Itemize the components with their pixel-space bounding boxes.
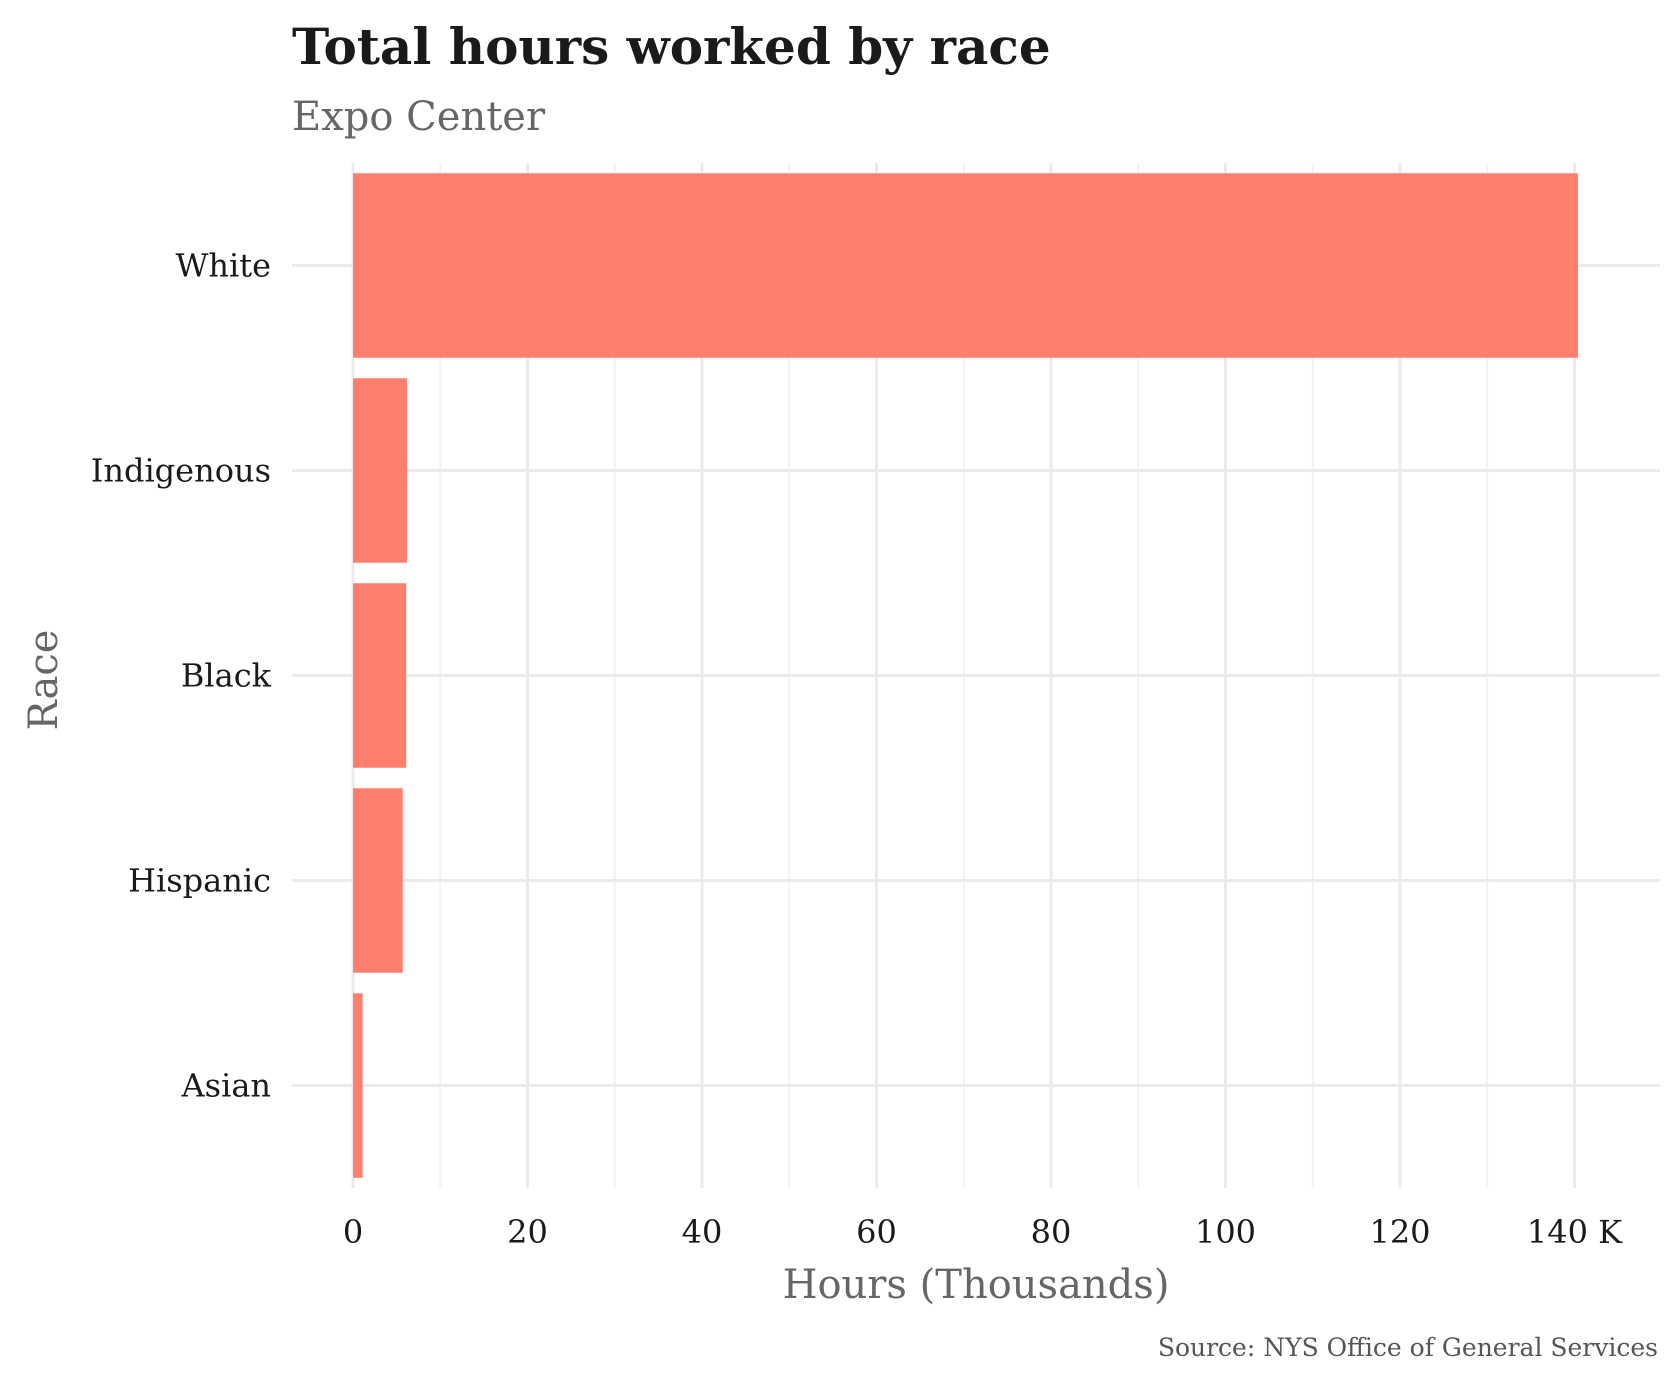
x-axis-ticks: 0 20 40 60 80 100 120 140 K: [343, 1213, 1623, 1251]
y-tick-label: Asian: [181, 1067, 271, 1105]
x-tick-label: 60: [856, 1213, 897, 1251]
x-tick-label: 20: [507, 1213, 548, 1251]
x-tick-label: 80: [1031, 1213, 1072, 1251]
x-tick-label: 140 K: [1527, 1213, 1623, 1251]
y-axis-ticks: White Indigenous Black Hispanic Asian: [91, 247, 272, 1105]
y-tick-label: White: [175, 247, 271, 285]
x-tick-label: 100: [1195, 1213, 1256, 1251]
y-tick-label: Indigenous: [91, 452, 271, 490]
bar-black: [353, 583, 407, 768]
y-tick-label: Black: [181, 657, 272, 695]
y-axis-title: Race: [21, 630, 67, 731]
x-tick-label: 0: [343, 1213, 363, 1251]
x-tick-label: 40: [682, 1213, 723, 1251]
bar-hispanic: [353, 788, 403, 973]
bar-white: [353, 173, 1578, 358]
x-axis-title: Hours (Thousands): [783, 1262, 1170, 1308]
caption: Source: NYS Office of General Services: [1158, 1333, 1658, 1362]
bars: [353, 173, 1578, 1178]
chart-subtitle: Expo Center: [292, 94, 546, 140]
bar-asian: [353, 993, 363, 1178]
y-tick-label: Hispanic: [128, 862, 271, 900]
x-tick-label: 120: [1369, 1213, 1430, 1251]
chart-title: Total hours worked by race: [292, 17, 1051, 76]
bar-indigenous: [353, 378, 408, 563]
